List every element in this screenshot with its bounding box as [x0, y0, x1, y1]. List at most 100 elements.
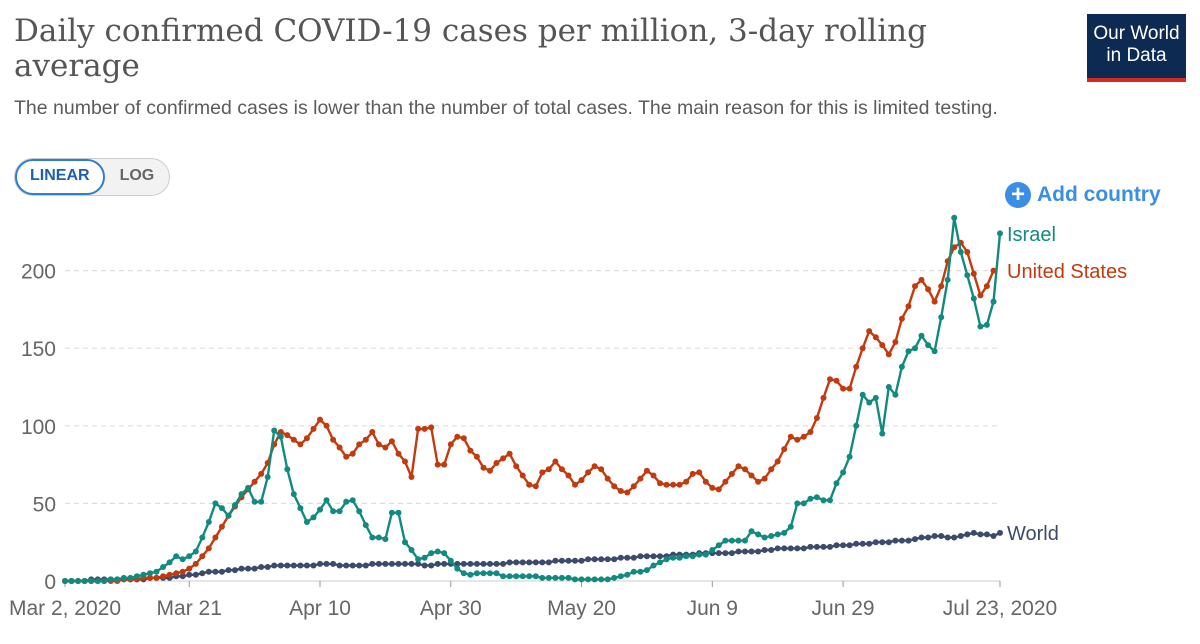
data-point	[637, 568, 644, 575]
data-point	[918, 276, 925, 283]
data-point	[604, 475, 611, 482]
data-point	[238, 565, 245, 572]
data-point	[245, 565, 252, 572]
x-tick-label: Jul 23, 2020	[943, 597, 1057, 620]
data-point	[107, 576, 114, 583]
data-point	[303, 519, 310, 525]
data-point	[101, 578, 108, 584]
data-point	[251, 498, 258, 505]
data-point	[460, 570, 467, 577]
scale-toggle: LINEAR LOG	[14, 158, 171, 196]
data-point	[611, 556, 618, 563]
data-point	[813, 543, 820, 550]
data-point	[768, 466, 775, 473]
data-point	[415, 556, 422, 563]
data-point	[918, 534, 925, 541]
data-point	[676, 554, 683, 561]
data-point	[990, 267, 997, 274]
data-point	[545, 559, 552, 566]
data-point	[846, 385, 853, 392]
data-point	[755, 548, 762, 555]
data-point	[748, 548, 755, 555]
data-point	[768, 533, 775, 539]
data-point	[827, 543, 833, 550]
data-point	[794, 436, 801, 443]
data-point	[303, 435, 310, 442]
data-point	[238, 491, 245, 498]
data-point	[702, 551, 709, 558]
data-point	[402, 458, 408, 465]
data-point	[402, 560, 408, 567]
data-point	[493, 570, 500, 577]
data-point	[951, 214, 958, 221]
data-point	[558, 466, 565, 473]
data-point	[813, 494, 820, 501]
data-point	[604, 576, 611, 583]
data-point	[192, 571, 199, 578]
data-point	[925, 342, 932, 349]
data-point	[434, 548, 441, 555]
data-point	[735, 463, 742, 470]
data-point	[179, 556, 186, 563]
data-point	[290, 436, 297, 443]
data-point	[140, 571, 147, 578]
data-point	[539, 574, 546, 581]
data-point	[624, 489, 631, 496]
data-point	[258, 564, 265, 570]
data-point	[689, 553, 696, 560]
data-point	[931, 298, 938, 305]
data-point	[781, 529, 788, 536]
data-point	[898, 315, 905, 322]
data-point	[728, 470, 735, 477]
y-tick-label: 150	[21, 338, 56, 361]
data-point	[879, 342, 886, 349]
data-point	[369, 560, 376, 567]
data-point	[925, 534, 932, 541]
data-point	[480, 570, 487, 577]
data-point	[787, 523, 794, 530]
data-point	[388, 438, 395, 445]
data-point	[990, 298, 997, 305]
data-point	[820, 394, 827, 401]
data-point	[892, 537, 899, 544]
data-point	[532, 483, 539, 490]
data-point	[755, 478, 762, 485]
data-point	[395, 509, 402, 516]
data-point	[284, 562, 291, 569]
data-point	[460, 435, 467, 442]
data-point	[663, 556, 670, 563]
add-country-button[interactable]: + Add country	[1005, 182, 1161, 208]
data-point	[330, 436, 337, 443]
data-point	[552, 557, 559, 564]
data-point	[781, 545, 788, 552]
data-point	[284, 432, 291, 439]
chart-subtitle: The number of confirmed cases is lower t…	[14, 97, 998, 119]
data-point	[742, 537, 748, 544]
data-point	[199, 553, 206, 560]
data-point	[532, 559, 539, 566]
linear-scale-button[interactable]: LINEAR	[15, 159, 105, 195]
data-point	[212, 534, 219, 541]
log-scale-button[interactable]: LOG	[119, 167, 155, 184]
data-point	[277, 562, 284, 569]
data-point	[526, 573, 533, 580]
data-point	[532, 573, 539, 580]
data-point	[349, 450, 356, 457]
data-point	[709, 547, 716, 553]
data-point	[408, 560, 415, 567]
data-point	[977, 292, 984, 299]
data-point	[382, 536, 389, 543]
data-point	[840, 542, 847, 549]
data-point	[513, 559, 520, 566]
owid-logo[interactable]: Our World in Data	[1087, 14, 1186, 82]
data-point	[395, 560, 402, 567]
data-point	[787, 433, 794, 440]
data-point	[467, 560, 474, 567]
data-point	[617, 573, 624, 580]
data-point	[853, 540, 860, 547]
data-point	[774, 458, 781, 465]
data-point	[905, 303, 912, 310]
data-point	[833, 377, 840, 384]
data-point	[591, 576, 598, 583]
data-point	[395, 450, 402, 457]
